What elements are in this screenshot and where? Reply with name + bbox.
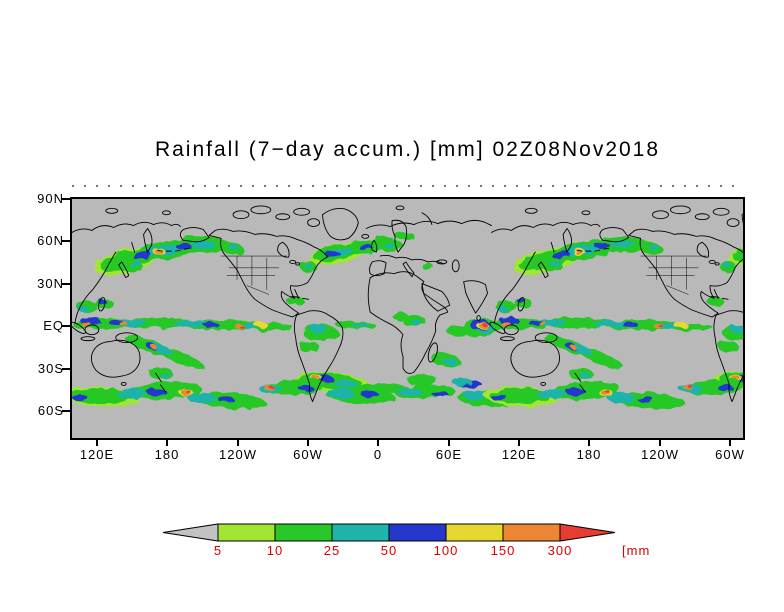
y-axis-tick bbox=[62, 368, 70, 370]
top-axis-dotted-ticks bbox=[72, 185, 743, 187]
x-axis-label: 180 bbox=[154, 447, 180, 462]
x-axis-tick bbox=[307, 440, 309, 446]
x-axis-label: 60W bbox=[293, 447, 323, 462]
colorbar: 5 10 25 50 100 150 300 [mm] bbox=[160, 521, 654, 567]
y-axis-tick bbox=[62, 198, 70, 200]
y-axis-label: 30S bbox=[37, 361, 64, 376]
x-axis-label: 120W bbox=[219, 447, 257, 462]
x-axis-tick bbox=[166, 440, 168, 446]
colorbar-segment bbox=[502, 523, 561, 542]
colorbar-svg: 5 10 25 50 100 150 300 [mm] bbox=[162, 523, 654, 558]
colorbar-segment bbox=[274, 523, 333, 542]
y-axis-label: 60N bbox=[37, 233, 64, 248]
y-axis-label: 90N bbox=[37, 191, 64, 206]
colorbar-segment bbox=[445, 523, 504, 542]
x-axis-label: 120W bbox=[641, 447, 679, 462]
y-axis-tick bbox=[62, 283, 70, 285]
x-axis-tick bbox=[729, 440, 731, 446]
colorbar-level-label: 50 bbox=[381, 543, 397, 558]
x-axis-label: 120E bbox=[79, 447, 115, 462]
x-axis-label: 120E bbox=[501, 447, 537, 462]
colorbar-level-label: 150 bbox=[491, 543, 516, 558]
colorbar-above-arrow bbox=[559, 523, 616, 542]
colorbar-segment bbox=[331, 523, 390, 542]
plot-title: Rainfall (7−day accum.) [mm] 02Z08Nov201… bbox=[154, 138, 661, 161]
colorbar-level-label: 5 bbox=[214, 543, 222, 558]
colorbar-level-label: 25 bbox=[324, 543, 340, 558]
x-axis-label: 0 bbox=[373, 447, 383, 462]
colorbar-segment bbox=[388, 523, 447, 542]
x-axis-tick bbox=[448, 440, 450, 446]
y-axis-label: 60S bbox=[37, 403, 64, 418]
map-frame bbox=[70, 197, 745, 440]
y-axis-tick bbox=[62, 240, 70, 242]
x-axis-tick bbox=[659, 440, 661, 446]
x-axis-tick bbox=[96, 440, 98, 446]
x-axis-tick bbox=[518, 440, 520, 446]
y-axis-tick bbox=[62, 410, 70, 412]
colorbar-segment bbox=[217, 523, 276, 542]
colorbar-level-label: 100 bbox=[434, 543, 459, 558]
world-rainfall-map bbox=[72, 199, 743, 438]
colorbar-unit-label: [mm] bbox=[622, 543, 650, 558]
x-axis-tick bbox=[237, 440, 239, 446]
y-axis-label: EQ bbox=[43, 318, 64, 333]
x-axis-label: 60W bbox=[715, 447, 745, 462]
x-axis-tick bbox=[588, 440, 590, 446]
x-axis-tick bbox=[377, 440, 379, 446]
colorbar-level-label: 300 bbox=[548, 543, 573, 558]
y-axis-tick bbox=[62, 325, 70, 327]
x-axis-label: 180 bbox=[576, 447, 602, 462]
y-axis-label: 30N bbox=[37, 276, 64, 291]
colorbar-below-arrow bbox=[162, 523, 219, 542]
colorbar-level-label: 10 bbox=[267, 543, 283, 558]
x-axis-label: 60E bbox=[435, 447, 463, 462]
